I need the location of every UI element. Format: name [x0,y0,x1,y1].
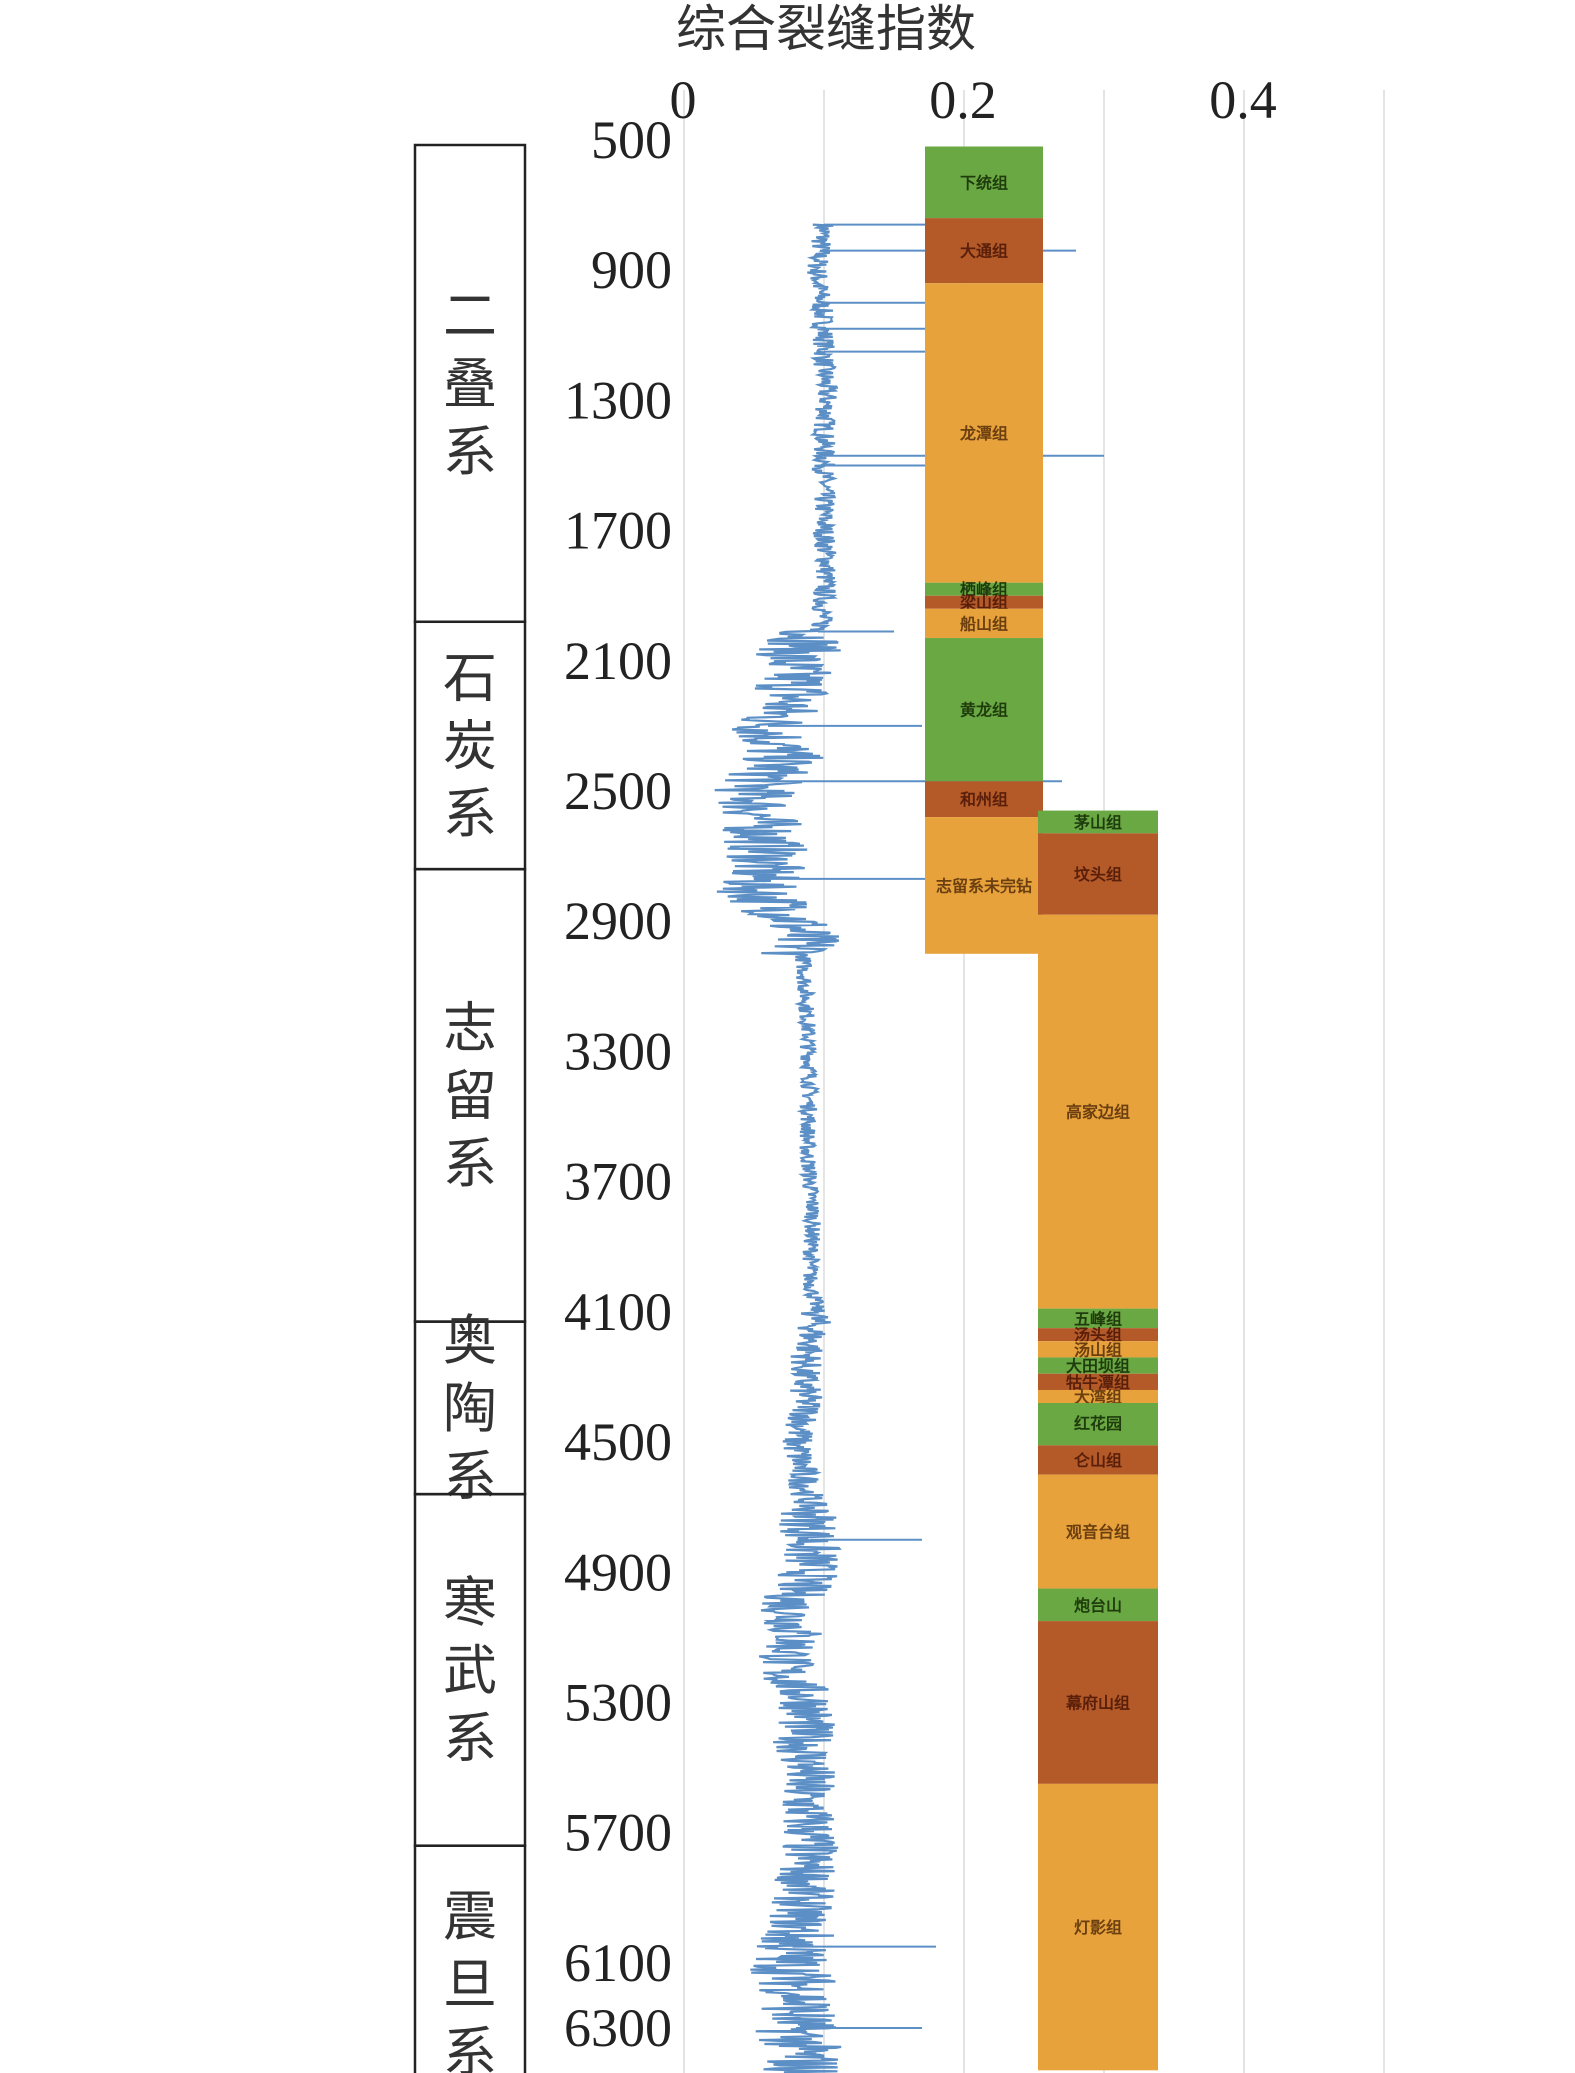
y-tick-label: 3700 [564,1152,672,1212]
formation-label: 栖峰组 [960,580,1008,599]
system-label: 震旦系 [443,1885,497,2073]
formation-label: 黄龙组 [960,701,1008,720]
y-tick-labels: 500 900 1300 1700 2100 2500 2900 3300 3700 4100 45… [564,110,672,2058]
y-tick-label: 6100 [564,1933,672,1993]
y-tick-label: 2500 [564,761,672,821]
system-cell [413,1844,527,2073]
formation-block [1038,1373,1158,1390]
formation-block [925,638,1043,782]
formation-label: 下统组 [960,173,1008,192]
formation-block [925,817,1043,954]
formation-block [1038,833,1158,915]
formation-block [925,582,1043,596]
formation-block [1038,1445,1158,1475]
y-tick-label: 3300 [564,1021,672,1081]
formation-block [1038,1621,1158,1784]
formation-label: 坟头组 [1074,865,1122,884]
formation-block [925,146,1043,219]
x-tick-label: 0.4 [1209,70,1277,130]
formation-block [1038,1328,1158,1342]
y-tick-label: 2900 [564,891,672,951]
formation-label: 高家边组 [1066,1103,1130,1122]
formation-label: 幕府山组 [1065,1693,1130,1712]
formation-label: 志留系未完钻 [936,876,1032,895]
formation-label: 汤头组 [1074,1326,1122,1345]
system-label: 志留系 [443,996,497,1195]
y-tick-label: 1300 [564,370,672,430]
formation-label: 仑山组 [1074,1451,1122,1470]
formation-block [1038,1588,1158,1622]
y-tick-label: 4900 [564,1542,672,1602]
formation-label: 牯牛潭组 [1066,1373,1130,1392]
fracture-index-line [714,223,842,2073]
formation-label: 茅山组 [1074,813,1122,832]
formation-block [925,595,1043,609]
formation-block [1038,810,1158,834]
formation-label: 灯影组 [1074,1918,1122,1937]
formation-label: 汤山组 [1074,1340,1122,1359]
system-label: 石炭系 [443,646,497,845]
y-tick-label: 4100 [564,1282,672,1342]
y-tick-label: 900 [591,240,672,300]
chart-title: 综合裂缝指数 [676,0,976,58]
y-tick-label: 6300 [564,1998,672,2058]
system-label: 二叠系 [443,284,497,483]
formation-block [925,781,1043,818]
y-tick-label: 500 [591,110,672,170]
formation-label: 大湾组 [1074,1387,1122,1406]
y-tick-label: 5300 [564,1672,672,1732]
formation-block [1038,1783,1158,2071]
x-tick-label: 0.2 [929,70,997,130]
system-label: 奥陶系 [443,1309,497,1508]
formation-block [1038,1341,1158,1358]
formation-column-right: 茅山组坟头组高家边组五峰组汤头组汤山组大田坝组牯牛潭组大湾组红花园仑山组观音台组… [1038,810,1158,2071]
formation-block [1038,1308,1158,1329]
formation-label: 和州组 [960,790,1008,809]
y-tick-label: 5700 [564,1803,672,1863]
formation-block [1038,1389,1158,1404]
formation-block [1038,1357,1158,1374]
formation-block [925,283,1043,583]
formation-block [925,608,1043,639]
formation-block [1038,1474,1158,1589]
formation-label: 炮台山 [1074,1596,1122,1615]
formation-block [1038,914,1158,1309]
y-tick-label: 1700 [564,501,672,561]
formation-label: 红花园 [1074,1414,1122,1433]
system-label: 寒武系 [443,1571,497,1770]
formation-label: 观音台组 [1066,1523,1130,1542]
formation-label: 大通组 [960,242,1008,261]
x-tick-labels: 0 0.2 0.4 [670,70,1277,130]
y-tick-label: 2100 [564,631,672,691]
formation-label: 五峰组 [1074,1309,1122,1328]
formation-block [925,218,1043,284]
formation-label: 梁山组 [959,593,1008,612]
x-tick-label: 0 [670,70,697,130]
y-tick-label: 4500 [564,1412,672,1472]
formation-label: 大田坝组 [1066,1357,1130,1376]
formation-label: 船山组 [960,614,1008,633]
formation-block [1038,1403,1158,1446]
formation-label: 龙潭组 [959,424,1008,443]
